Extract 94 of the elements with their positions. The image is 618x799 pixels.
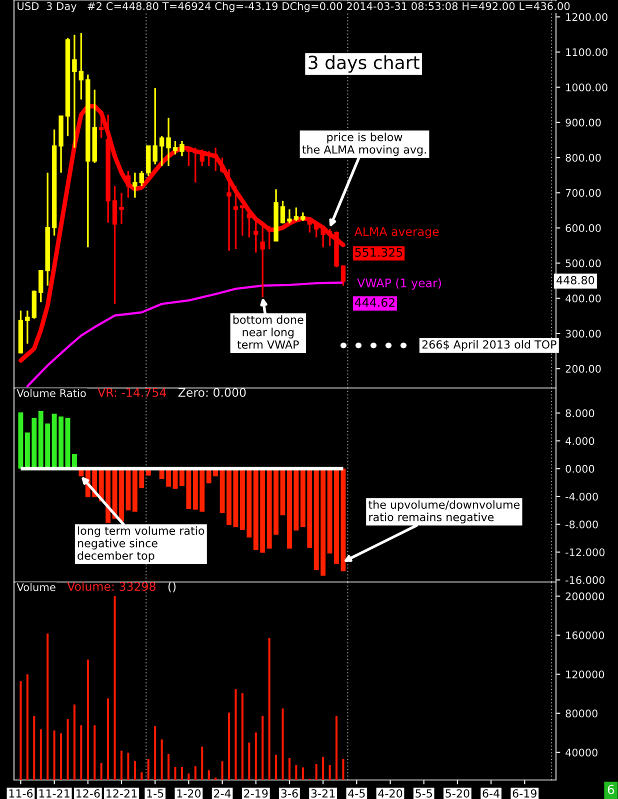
candlestick — [38, 270, 44, 304]
x-tick-label: 5-20 — [446, 789, 470, 798]
y-tick-label: 200.00 — [566, 364, 601, 373]
y-tick-label: 8.000 — [566, 409, 594, 418]
y-tick-label: 160000 — [566, 631, 604, 640]
candlestick — [220, 156, 225, 174]
bar — [340, 468, 346, 572]
x-tick-label: 3-6 — [281, 789, 298, 798]
y-tick-label: 40000 — [566, 748, 598, 756]
chart-title: Volume — [16, 582, 56, 592]
annotation: 3 days chart — [308, 55, 420, 73]
x-tick-label: 1-5 — [147, 789, 164, 798]
candlestick — [126, 170, 131, 199]
candlestick — [233, 185, 238, 250]
candlestick — [200, 148, 204, 167]
candlestick — [240, 204, 245, 237]
y-tick-label: 4.000 — [566, 437, 594, 445]
y-tick-label: 0.000 — [566, 464, 594, 473]
x-tick-label: 6-19 — [512, 789, 536, 798]
y-tick-label: 80000 — [566, 710, 598, 718]
annotation: bottom done near long term VWAP — [233, 315, 304, 349]
y-tick-label: -8.000 — [566, 520, 598, 528]
candlestick — [25, 310, 30, 345]
candlestick — [226, 168, 232, 252]
candlestick — [213, 146, 218, 172]
y-tick-label: 1200.00 — [566, 13, 608, 21]
x-tick-label: 2-4 — [214, 789, 231, 798]
x-tick-label: 12-6 — [76, 789, 100, 798]
candlestick — [119, 192, 124, 225]
candlestick — [320, 228, 326, 248]
candlestick — [139, 170, 144, 187]
text: 6 — [608, 784, 614, 794]
candlestick — [172, 140, 178, 156]
x-tick-label: 1-20 — [177, 789, 201, 798]
candlestick — [72, 34, 77, 149]
candlestick — [78, 32, 84, 100]
x-tick-label: 11-6 — [9, 789, 33, 798]
candlestick — [254, 218, 258, 254]
annotation: long term volume ratio negative since december top — [78, 526, 204, 562]
text: 448.80 — [556, 276, 594, 284]
annotation: () — [168, 582, 176, 592]
candlestick — [246, 210, 252, 238]
bar — [72, 454, 77, 469]
bar — [119, 468, 124, 522]
y-tick-label: 800.00 — [566, 154, 601, 162]
candlestick — [132, 172, 138, 199]
y-tick-label: 200000 — [566, 592, 604, 600]
y-tick-label: 120000 — [566, 670, 604, 678]
x-tick-label: 5-5 — [416, 789, 432, 798]
chart-subtitle: Volume: 33298 — [67, 582, 156, 591]
x-tick-label: 11-21 — [39, 789, 70, 798]
candlestick — [314, 222, 319, 238]
y-tick-label: 400.00 — [566, 294, 601, 302]
y-tick-label: 1100.00 — [566, 48, 608, 56]
x-tick-label: 4-20 — [378, 789, 402, 798]
candlestick — [166, 117, 171, 167]
y-tick-label: 1000.00 — [566, 83, 608, 92]
candlestick — [340, 265, 346, 286]
candlestick — [266, 225, 272, 250]
data-label: 551.325 — [355, 248, 402, 257]
series-label: VWAP (1 year) — [357, 278, 441, 290]
candlestick — [206, 150, 212, 167]
candlestick — [287, 208, 292, 224]
candlestick — [327, 228, 332, 247]
y-tick-label: -12.000 — [566, 548, 605, 556]
x-tick-label: 12-21 — [106, 789, 137, 798]
candlestick — [280, 200, 286, 224]
chart-title: USD 3 Day #2 C=448.80 T=46924 Chg=-43.19 DChg=0.00 2014-03-31 08:53:08 H=492.00 L=436.00 — [18, 2, 570, 12]
x-tick-label: 4-5 — [348, 789, 365, 798]
candlestick — [159, 135, 164, 167]
x-tick-label: 6-4 — [482, 789, 500, 798]
ref-line-label: 266$ April 2013 old TOP — [422, 340, 556, 351]
annotation: price is below the ALMA moving avg. — [302, 132, 426, 156]
candlestick — [294, 206, 299, 222]
x-tick-label: 2-19 — [244, 789, 268, 798]
candlestick — [307, 218, 312, 234]
candlestick — [152, 87, 158, 166]
y-tick-label: 700.00 — [566, 188, 601, 197]
candlestick — [180, 140, 184, 158]
x-tick-label: 3-21 — [311, 789, 335, 798]
y-tick-label: 300.00 — [566, 330, 601, 338]
candlestick — [112, 185, 118, 305]
y-tick-label: -4.000 — [566, 492, 598, 501]
annotation: Zero: 0.000 — [178, 388, 246, 397]
chart-subtitle: VR: -14.754 — [98, 388, 166, 397]
series-label: ALMA average — [354, 227, 439, 238]
chart-title: Volume Ratio — [16, 388, 86, 398]
y-tick-label: 500.00 — [566, 259, 601, 268]
data-label: 444.62 — [354, 298, 394, 307]
y-tick-label: 600.00 — [566, 224, 601, 232]
y-tick-label: 900.00 — [566, 118, 601, 127]
annotation: the upvolume/downvolume ratio remains negative — [368, 500, 520, 524]
candlestick — [193, 146, 198, 184]
y-tick-label: -16.000 — [566, 576, 605, 584]
